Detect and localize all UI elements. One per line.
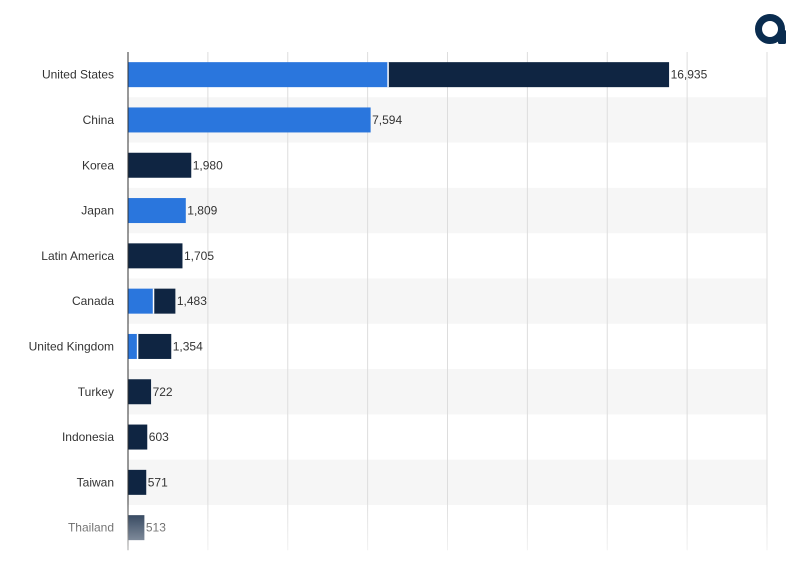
statista-logo-icon[interactable] bbox=[753, 10, 791, 48]
category-label: United States bbox=[42, 68, 114, 82]
category-label: Canada bbox=[72, 294, 114, 308]
category-label: Latin America bbox=[41, 249, 114, 263]
value-label: 1,809 bbox=[187, 204, 217, 218]
category-label: Korea bbox=[82, 158, 114, 172]
bars bbox=[128, 62, 670, 541]
value-label: 722 bbox=[153, 385, 173, 399]
value-label: 1,354 bbox=[173, 339, 203, 353]
value-label: 1,980 bbox=[193, 158, 223, 172]
value-label: 16,935 bbox=[671, 68, 708, 82]
value-label: 7,594 bbox=[372, 113, 402, 127]
bar-segment[interactable] bbox=[128, 424, 148, 450]
bar-segment[interactable] bbox=[137, 333, 172, 359]
bar-segment[interactable] bbox=[128, 333, 138, 359]
category-label: Taiwan bbox=[77, 475, 114, 489]
bar-segment[interactable] bbox=[128, 152, 192, 178]
category-label: Thailand bbox=[68, 521, 114, 535]
bar-segment[interactable] bbox=[128, 469, 147, 495]
value-label: 603 bbox=[149, 430, 169, 444]
category-label: Indonesia bbox=[62, 430, 114, 444]
category-label: United Kingdom bbox=[29, 339, 114, 353]
bar-segment[interactable] bbox=[128, 198, 186, 224]
value-label: 1,483 bbox=[177, 294, 207, 308]
bar-segment[interactable] bbox=[153, 288, 176, 314]
bar-segment[interactable] bbox=[388, 62, 670, 88]
category-label: China bbox=[83, 113, 115, 127]
value-label: 571 bbox=[148, 475, 168, 489]
value-label: 1,705 bbox=[184, 249, 214, 263]
bar-segment[interactable] bbox=[128, 107, 371, 133]
category-label: Japan bbox=[81, 204, 114, 218]
bar-segment[interactable] bbox=[128, 288, 154, 314]
bar-segment[interactable] bbox=[128, 379, 152, 405]
bar-segment[interactable] bbox=[128, 243, 183, 269]
category-labels: United States China Korea Japan Latin Americ… bbox=[29, 68, 115, 535]
bar-segment[interactable] bbox=[128, 62, 389, 88]
bar-segment[interactable] bbox=[128, 515, 145, 541]
gridlines bbox=[207, 52, 768, 551]
value-label: 513 bbox=[146, 521, 166, 535]
category-label: Turkey bbox=[78, 385, 114, 399]
